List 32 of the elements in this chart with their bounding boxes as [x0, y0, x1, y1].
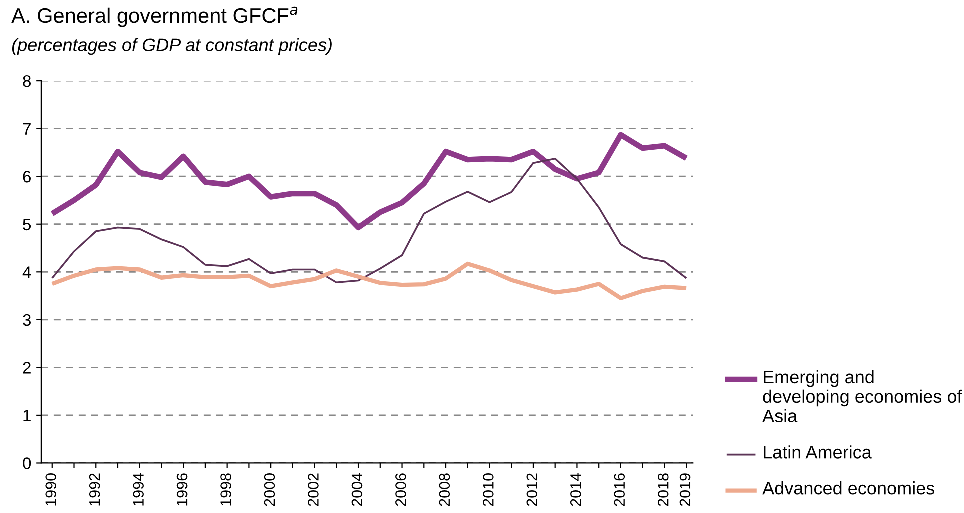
- x-tick-label: 2000: [264, 474, 276, 506]
- x-tick-label: 2004: [352, 473, 363, 506]
- x-tick-label: 2019: [680, 474, 691, 506]
- chart-title: A. General government GFCF$^{a}$: [12, 6, 298, 28]
- y-tick-label: 2: [23, 362, 31, 374]
- x-tick-label: 1990: [46, 474, 56, 506]
- x-tick-label: 2010: [483, 474, 494, 506]
- x-tick-label: 2012: [526, 474, 538, 506]
- y-tick-label: 5: [23, 218, 32, 231]
- x-tick-label: 2006: [396, 474, 406, 506]
- x-tick-label: 2018: [658, 474, 669, 506]
- x-tick-label: 1992: [89, 474, 100, 506]
- chart-subtitle: (percentages of GDP at constant prices): [12, 38, 332, 56]
- x-tick-label: 1994: [133, 473, 144, 506]
- x-tick-label: 2002: [308, 474, 319, 506]
- y-tick-label: 7: [23, 123, 31, 135]
- y-tick-label: 0: [23, 458, 32, 470]
- y-tick-label: 1: [24, 410, 31, 422]
- x-tick-label: 2014: [570, 473, 582, 506]
- legend-label: Latin America: [764, 446, 872, 459]
- y-tick-label: 3: [23, 314, 31, 326]
- y-tick-label: 8: [23, 75, 32, 88]
- legend-label: Advanced economies: [762, 482, 935, 495]
- line-series: [50, 262, 689, 301]
- line-series: [51, 158, 688, 284]
- legend-label: Emerging and developing economies of Asia: [762, 370, 962, 423]
- x-tick-label: 2008: [439, 474, 450, 506]
- x-tick-label: 1998: [220, 474, 232, 506]
- x-tick-label: 2016: [614, 474, 626, 506]
- x-tick-label: 1996: [176, 474, 188, 506]
- y-tick-label: 6: [23, 171, 31, 183]
- y-tick-label: 4: [22, 266, 32, 278]
